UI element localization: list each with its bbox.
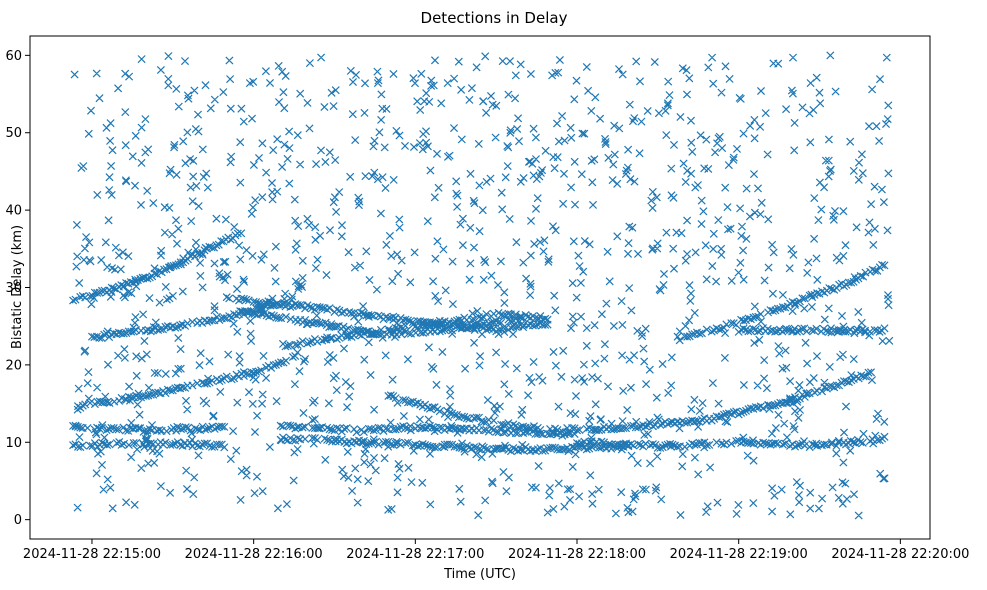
y-tick-label: 30 xyxy=(5,281,22,296)
x-tick-label: 2024-11-28 22:15:00 xyxy=(23,547,161,562)
y-axis-label: Bistatic Delay (km) xyxy=(10,225,25,349)
data-points xyxy=(69,51,894,520)
x-tick-label: 2024-11-28 22:16:00 xyxy=(185,547,323,562)
x-axis-label: Time (UTC) xyxy=(443,567,516,582)
y-tick-label: 0 xyxy=(14,513,22,528)
chart-title: Detections in Delay xyxy=(421,9,568,27)
y-tick-label: 10 xyxy=(5,436,22,451)
y-tick-label: 60 xyxy=(5,49,22,64)
x-tick-label: 2024-11-28 22:19:00 xyxy=(670,547,808,562)
y-tick-label: 50 xyxy=(5,126,22,141)
detection-markers xyxy=(69,51,894,520)
x-axis: 2024-11-28 22:15:00 2024-11-28 22:16:00 20… xyxy=(23,539,969,562)
x-tick-label: 2024-11-28 22:20:00 xyxy=(831,547,969,562)
x-tick-label: 2024-11-28 22:18:00 xyxy=(508,547,646,562)
y-axis: 0 10 20 30 40 50 60 xyxy=(5,49,30,528)
y-tick-label: 40 xyxy=(5,204,22,219)
y-tick-label: 20 xyxy=(5,358,22,373)
x-tick-label: 2024-11-28 22:17:00 xyxy=(346,547,484,562)
